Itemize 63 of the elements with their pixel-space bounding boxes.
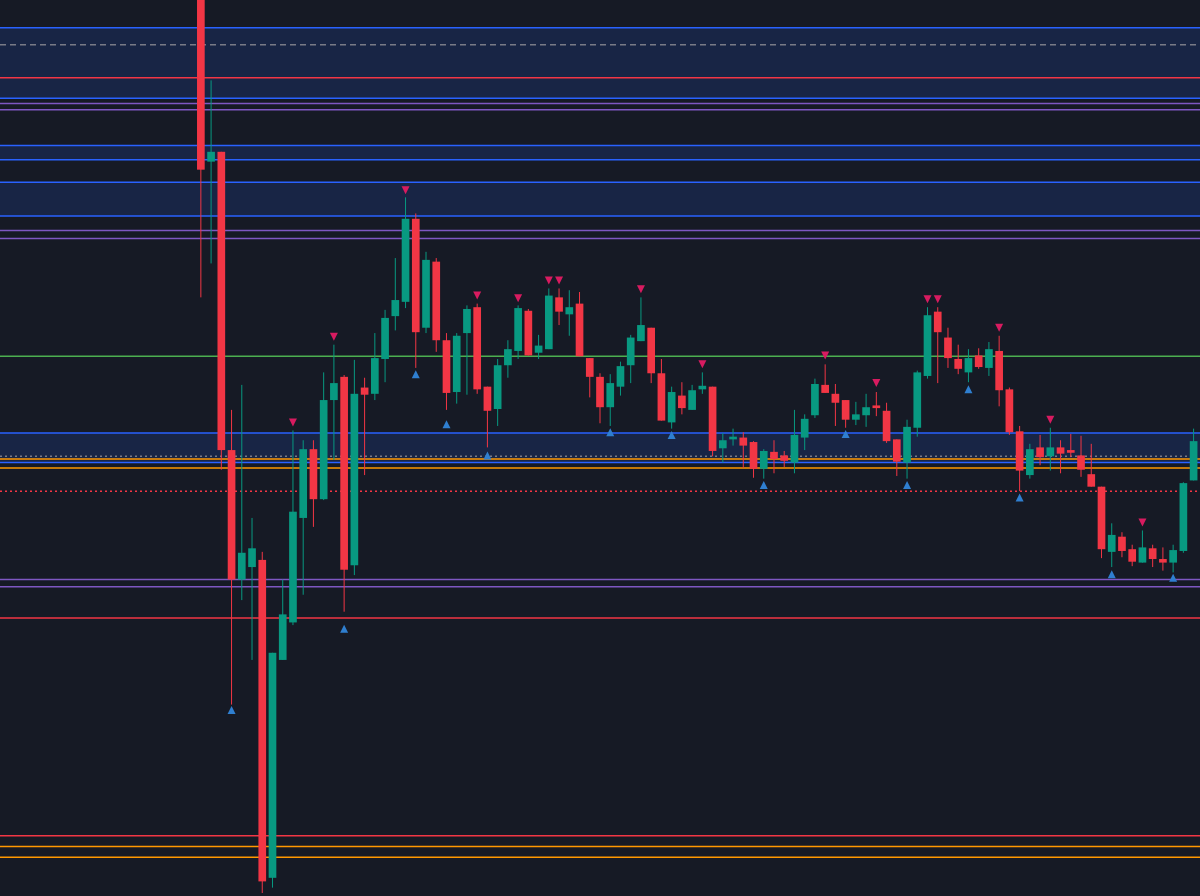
point — [821, 351, 830, 360]
candlestick — [616, 361, 625, 397]
candlestick — [852, 401, 860, 426]
point — [227, 705, 236, 714]
point — [841, 430, 850, 438]
candlestick — [1066, 433, 1075, 458]
point — [544, 276, 553, 285]
point — [667, 430, 676, 439]
candlestick — [504, 339, 512, 379]
point — [903, 480, 912, 489]
point — [964, 385, 973, 394]
candlestick — [739, 431, 748, 469]
candlestick — [933, 306, 942, 384]
point — [442, 420, 451, 429]
candlestick — [1056, 439, 1065, 474]
candlestick — [678, 381, 686, 415]
candlestick — [985, 341, 993, 377]
candlestick — [1077, 435, 1085, 478]
candlestick — [1159, 546, 1167, 572]
candlestick — [391, 257, 400, 331]
candlestick — [637, 296, 645, 342]
candlestick — [841, 399, 850, 429]
candlestick — [555, 287, 563, 326]
candlestick — [862, 393, 870, 428]
point — [933, 295, 942, 304]
candlestick — [892, 438, 901, 477]
point — [1169, 573, 1178, 582]
point — [759, 480, 768, 489]
candlestick — [1148, 544, 1157, 568]
candlestick — [872, 391, 881, 417]
candlestick — [565, 289, 574, 337]
candlestick — [944, 327, 952, 369]
candlestick — [831, 383, 840, 427]
point — [923, 295, 932, 304]
candlestick — [1036, 434, 1044, 466]
candlestick — [1169, 544, 1177, 573]
point — [288, 418, 297, 427]
point — [636, 285, 645, 294]
candlestick — [688, 384, 696, 411]
point — [698, 360, 707, 369]
candlestick — [1046, 427, 1055, 472]
point — [1138, 518, 1147, 527]
candlestick — [821, 363, 829, 394]
candlestick — [585, 357, 594, 398]
candlestick — [718, 432, 727, 464]
candlestick — [248, 517, 256, 661]
point — [514, 294, 523, 303]
candlestick — [330, 344, 338, 461]
point — [872, 379, 881, 388]
candlestick — [954, 344, 963, 375]
candlestick — [770, 439, 778, 474]
candlestick — [1087, 443, 1096, 488]
candlestick — [207, 79, 215, 264]
point — [555, 276, 564, 285]
candlestick — [1118, 531, 1126, 558]
candlestick — [759, 448, 768, 480]
candlestick — [974, 347, 983, 370]
point — [340, 624, 349, 633]
candlestick — [800, 413, 809, 451]
candlestick — [1138, 529, 1147, 564]
candlestick — [1128, 544, 1137, 567]
point — [401, 186, 410, 195]
candlestick — [1107, 522, 1116, 568]
